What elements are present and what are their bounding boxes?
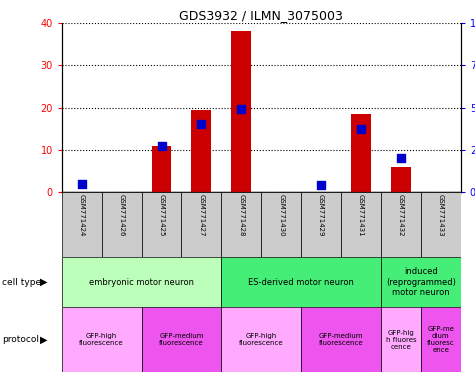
- Text: GFP-medium
fluorescence: GFP-medium fluorescence: [319, 333, 363, 346]
- Text: GFP-me
dium
fluoresc
ence: GFP-me dium fluoresc ence: [427, 326, 455, 353]
- Title: GDS3932 / ILMN_3075003: GDS3932 / ILMN_3075003: [180, 9, 343, 22]
- FancyBboxPatch shape: [381, 307, 421, 372]
- Text: GFP-medium
fluorescence: GFP-medium fluorescence: [159, 333, 204, 346]
- Text: ▶: ▶: [40, 335, 48, 345]
- Text: cell type: cell type: [2, 278, 41, 287]
- Bar: [351, 114, 371, 192]
- FancyBboxPatch shape: [381, 257, 461, 307]
- Text: GSM771431: GSM771431: [358, 194, 364, 237]
- Text: GSM771433: GSM771433: [438, 194, 444, 237]
- FancyBboxPatch shape: [301, 307, 381, 372]
- Bar: [191, 110, 211, 192]
- Text: GSM771425: GSM771425: [159, 194, 164, 236]
- Point: [357, 126, 365, 132]
- Text: GSM771424: GSM771424: [79, 194, 85, 236]
- Point: [397, 155, 405, 161]
- Bar: [231, 31, 251, 192]
- FancyBboxPatch shape: [62, 307, 142, 372]
- Text: protocol: protocol: [2, 335, 39, 344]
- FancyBboxPatch shape: [421, 192, 461, 257]
- Text: GFP-high
fluorescence: GFP-high fluorescence: [239, 333, 284, 346]
- Text: induced
(reprogrammed)
motor neuron: induced (reprogrammed) motor neuron: [386, 267, 456, 297]
- Text: ES-derived motor neuron: ES-derived motor neuron: [248, 278, 354, 287]
- Text: GFP-high
fluorescence: GFP-high fluorescence: [79, 333, 124, 346]
- Text: GSM771428: GSM771428: [238, 194, 244, 237]
- Text: GFP-hig
h fluores
cence: GFP-hig h fluores cence: [386, 330, 416, 350]
- FancyBboxPatch shape: [301, 192, 341, 257]
- FancyBboxPatch shape: [62, 192, 102, 257]
- FancyBboxPatch shape: [221, 307, 301, 372]
- Text: GSM771430: GSM771430: [278, 194, 284, 237]
- FancyBboxPatch shape: [62, 257, 221, 307]
- FancyBboxPatch shape: [142, 192, 181, 257]
- Bar: [152, 146, 171, 192]
- Point: [317, 182, 325, 188]
- FancyBboxPatch shape: [421, 307, 461, 372]
- Text: GSM771432: GSM771432: [398, 194, 404, 237]
- Text: GSM771427: GSM771427: [199, 194, 204, 237]
- Text: GSM771429: GSM771429: [318, 194, 324, 237]
- Point: [158, 143, 165, 149]
- FancyBboxPatch shape: [341, 192, 381, 257]
- FancyBboxPatch shape: [142, 307, 221, 372]
- Text: embryonic motor neuron: embryonic motor neuron: [89, 278, 194, 287]
- FancyBboxPatch shape: [102, 192, 142, 257]
- FancyBboxPatch shape: [261, 192, 301, 257]
- FancyBboxPatch shape: [181, 192, 221, 257]
- Text: GSM771426: GSM771426: [119, 194, 124, 237]
- FancyBboxPatch shape: [381, 192, 421, 257]
- FancyBboxPatch shape: [221, 257, 381, 307]
- Point: [238, 106, 245, 112]
- Point: [78, 180, 86, 187]
- FancyBboxPatch shape: [221, 192, 261, 257]
- Point: [198, 121, 205, 127]
- Text: ▶: ▶: [40, 277, 48, 287]
- Bar: [391, 167, 411, 192]
